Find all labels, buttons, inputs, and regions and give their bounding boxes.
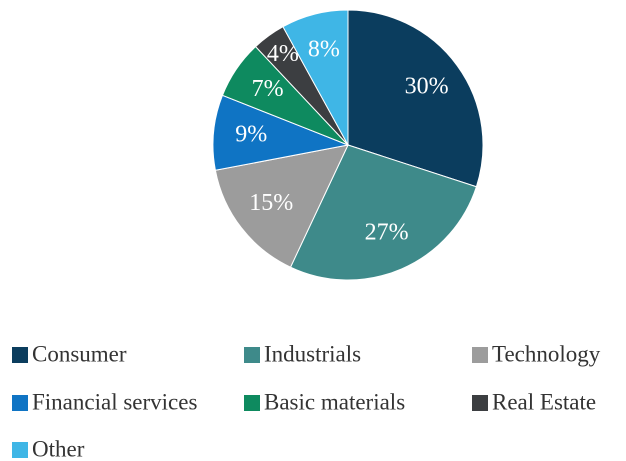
pie-slice	[289, 144, 478, 281]
data-label: 30%	[405, 73, 449, 99]
legend-swatch	[472, 347, 488, 363]
pie-slice	[282, 9, 349, 146]
legend-swatch	[472, 395, 488, 411]
data-label: 27%	[365, 220, 409, 246]
legend-label: Technology	[492, 341, 601, 366]
legend-swatch	[12, 395, 28, 411]
pie-slice	[214, 144, 349, 268]
legend-swatch	[12, 442, 28, 458]
pie-slice	[347, 9, 484, 188]
legend-label: Industrials	[264, 341, 361, 366]
legend-swatch	[244, 347, 260, 363]
legend-label: Financial services	[32, 389, 197, 414]
legend-label: Basic materials	[264, 389, 405, 414]
data-label: 8%	[308, 36, 340, 62]
legend-swatch	[244, 395, 260, 411]
data-label: 9%	[235, 121, 267, 147]
data-label: 15%	[249, 190, 293, 216]
legend-label: Real Estate	[492, 389, 596, 414]
legend-label: Other	[32, 436, 85, 461]
data-label: 7%	[252, 76, 284, 102]
legend-swatch	[12, 347, 28, 363]
legend-label: Consumer	[32, 341, 127, 366]
